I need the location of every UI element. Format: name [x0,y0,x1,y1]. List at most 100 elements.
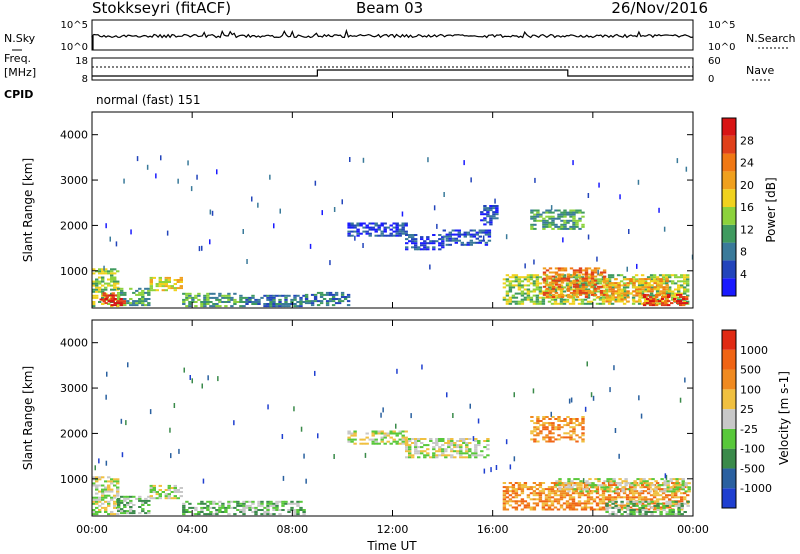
scatter-cell [638,286,642,289]
scatter-cell [565,494,570,497]
scatter-cell [576,486,580,489]
scatter-cell [359,438,363,441]
scatter-cell [580,300,585,303]
scatter-cell [595,496,600,499]
scatter-cell [350,438,354,441]
scatter-cell [601,506,606,509]
scatter-cell [614,504,618,507]
scatter-cell [643,284,648,287]
scatter-cell [647,286,651,289]
scatter-cell [104,506,108,509]
scatter-cell [627,482,631,485]
scatter-cell [432,240,436,243]
scatter-cell [622,290,627,293]
date-title: 26/Nov/2016 [611,0,708,17]
scatter-cell [155,285,159,288]
scatter-cell [538,292,543,295]
scatter-cell [563,213,567,216]
scatter-cell [167,279,171,281]
scatter-cell [179,276,183,279]
scatter-speckle [187,160,189,166]
scatter-cell [429,438,433,440]
scatter-cell [535,300,540,303]
colorbar-tick-label: 24 [740,157,754,170]
scatter-cell [310,293,315,296]
scatter-cell [474,444,478,447]
scatter-cell [533,223,537,226]
scatter-cell [668,274,672,277]
scatter-cell [607,484,612,486]
scatter-cell [483,207,487,210]
scatter-cell [598,298,603,301]
scatter-cell [141,504,145,506]
scatter-cell [405,248,409,251]
scatter-cell [95,480,99,483]
colorbar-swatch [722,448,736,469]
scatter-cell [155,497,159,500]
scatter-speckle [314,370,316,376]
scatter-cell [593,287,598,290]
scatter-cell [101,498,105,501]
scatter-cell [554,273,559,276]
scatter-cell [368,228,372,231]
scatter-cell [508,296,513,299]
scatter-cell [432,246,436,249]
scatter-cell [215,305,219,308]
scatter-cell [530,416,534,418]
scatter-cell [511,296,516,299]
scatter-cell [547,286,552,289]
scatter-cell [617,509,621,511]
scatter-speckle [505,439,508,445]
scatter-cell [647,500,651,503]
scatter-cell [101,296,105,299]
scatter-cell [616,494,621,497]
scatter-cell [668,500,672,503]
scatter-cell [548,436,552,439]
scatter-cell [635,300,639,303]
scatter-cell [539,424,543,427]
scatter-cell [495,207,499,210]
scatter-cell [655,298,660,301]
scatter-cell [639,478,643,481]
scatter-cell [583,508,588,511]
scatter-cell [675,478,679,481]
scatter-cell [562,290,567,293]
freq-label-unit: [MHz] [4,66,36,79]
scatter-cell [572,291,577,294]
scatter-cell [575,420,579,422]
scatter-cell [272,305,276,308]
scatter-cell [123,298,127,300]
scatter-cell [155,493,159,496]
scatter-cell [575,440,579,443]
scatter-cell [665,496,669,499]
scatter-cell [408,440,412,442]
scatter-cell [405,440,409,442]
scatter-cell [555,484,559,487]
scatter-cell [420,238,424,241]
scatter-cell [456,452,460,455]
scatter-cell [686,502,690,505]
scatter-cell [138,512,142,515]
scatter-cell [572,217,576,220]
scatter-cell [568,294,573,297]
scatter-speckle [524,263,526,269]
scatter-cell [651,298,656,300]
scatter-cell [239,502,243,505]
scatter-cell [572,422,576,425]
colorbar-swatch [722,224,736,243]
y-tick-label: 3000 [60,382,88,395]
scatter-speckle [149,409,152,415]
scatter-cell [622,286,627,289]
scatter-cell [557,215,561,218]
scatter-cell [203,502,207,505]
scatter-cell [147,510,151,513]
scatter-cell [568,288,573,291]
scatter-cell [677,296,681,299]
scatter-cell [227,301,231,303]
scatter-cell [553,482,558,484]
scatter-cell [587,289,592,292]
scatter-cell [650,290,654,293]
scatter-cell [107,300,111,303]
scatter-cell [608,300,612,303]
